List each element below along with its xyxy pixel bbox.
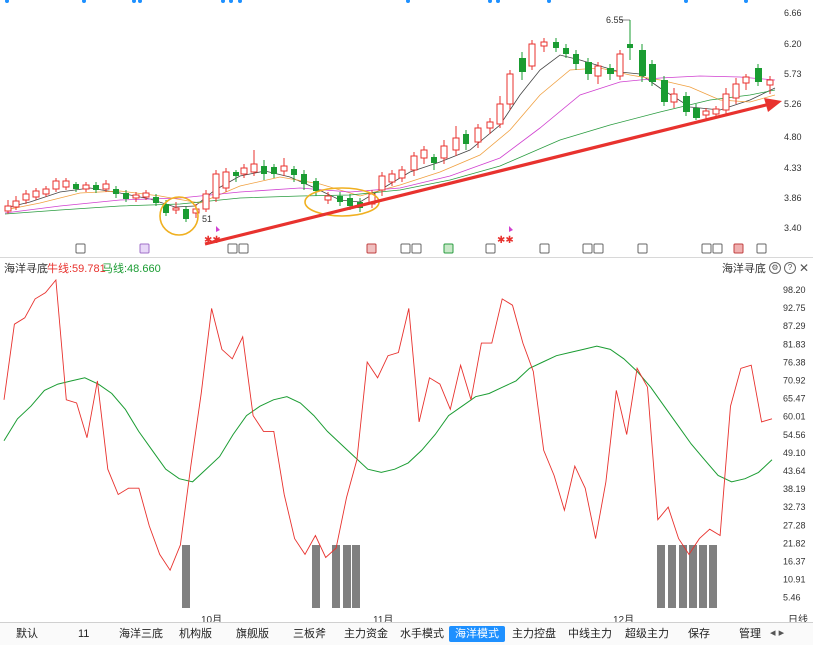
signal-bar [343, 545, 351, 608]
indicator-axis-tick: 81.83 [783, 339, 806, 349]
help-icon[interactable]: ? [783, 262, 796, 274]
indicator-axis-tick: 60.01 [783, 412, 806, 422]
bottom-circle-1 [159, 196, 199, 236]
signal-bar [668, 545, 676, 608]
x-axis-labels: 10月 11月 12月 日线 [0, 611, 813, 626]
month-label-oct: 10月 [201, 615, 223, 626]
indicator-axis-tick: 27.28 [783, 520, 806, 530]
price-axis: 6.66 6.20 5.73 5.26 4.80 4.33 3.86 3.40 [784, 8, 802, 233]
signal-bar [312, 545, 320, 608]
indicator-axis-tick: 49.10 [783, 448, 806, 458]
indicator-axis-tick: 16.37 [783, 557, 806, 567]
svg-text:6.20: 6.20 [784, 39, 802, 49]
tab-shuishou[interactable]: 水手模式 [400, 628, 444, 640]
month-label-nov: 11月 [373, 615, 394, 626]
gear-icon[interactable]: ⚙ [768, 262, 781, 274]
svg-text:4.33: 4.33 [784, 163, 802, 173]
svg-text:6.66: 6.66 [784, 8, 802, 18]
indicator-axis-tick: 98.20 [783, 285, 806, 295]
svg-text:✱✱: ✱✱ [497, 235, 514, 246]
indicator-tab-bar: 默认 11 海洋三底 机构版 旗舰版 三板斧 主力资金 水手模式 海洋模式 主力… [0, 622, 813, 645]
signal-bars [182, 545, 717, 608]
ma-line-green [4, 89, 776, 215]
signal-bar [689, 545, 697, 608]
tab-qijian[interactable]: 旗舰版 [236, 628, 269, 640]
indicator-axis-tick: 65.47 [783, 394, 806, 404]
month-label-dec: 12月 [613, 615, 635, 626]
candles [4, 20, 774, 222]
tab-manage[interactable]: 管理 [739, 628, 761, 640]
tab-sanbanfu[interactable]: 三板斧 [293, 628, 326, 640]
tab-zhuli-kongpan[interactable]: 主力控盘 [512, 628, 556, 640]
trend-arrow-head [764, 98, 782, 112]
indicator-axis-tick: 87.29 [783, 321, 806, 331]
panel-divider [0, 257, 813, 258]
ma-line [3, 345, 773, 483]
indicator-axis-tick: 43.64 [783, 466, 806, 476]
indicator-axis-tick: 70.92 [783, 376, 806, 386]
signal-bar [699, 545, 707, 608]
tab-haiyang-sandi[interactable]: 海洋三底 [119, 628, 163, 640]
tab-jigou[interactable]: 机构版 [179, 628, 212, 640]
event-markers: ✱✱ ✱✱ [75, 226, 767, 254]
indicator-axis-tick: 76.38 [783, 357, 806, 367]
ma-line-magenta [4, 75, 776, 214]
indicator-name[interactable]: 海洋寻底 [4, 263, 48, 275]
signal-bar [352, 545, 360, 608]
indicator-axis-tick: 38.19 [783, 484, 806, 494]
tab-11[interactable]: 11 [78, 628, 90, 640]
ma-line-value: 马线:48.660 [102, 263, 161, 275]
tab-chaoji[interactable]: 超级主力 [625, 628, 669, 640]
svg-text:5.26: 5.26 [784, 99, 802, 109]
niu-line [3, 278, 773, 572]
tab-save[interactable]: 保存 [688, 628, 710, 640]
tab-default[interactable]: 默认 [16, 628, 38, 640]
svg-text:✱✱: ✱✱ [204, 235, 221, 246]
trend-arrow-line [204, 102, 771, 246]
indicator-axis-tick: 5.46 [783, 593, 801, 603]
indicator-chart: 98.20 92.75 87.29 81.83 76.38 70.92 65.47 60.01… [3, 278, 806, 608]
indicator-axis: 98.20 92.75 87.29 81.83 76.38 70.92 65.47 60.01… [783, 285, 806, 603]
niu-line-value: 牛线:59.781 [47, 263, 106, 275]
svg-text:5.73: 5.73 [784, 69, 802, 79]
tab-scroll-arrows[interactable]: ◂ ▸ [770, 627, 785, 639]
high-price-label: 6.55 [606, 15, 624, 25]
indicator-controls: 海洋寻底 ⚙ ? ✕ [722, 260, 809, 276]
svg-text:4.80: 4.80 [784, 132, 802, 142]
low-price-label: 51 [202, 214, 212, 224]
signal-bar [709, 545, 717, 608]
signal-bar [679, 545, 687, 608]
indicator-title-right[interactable]: 海洋寻底 [721, 263, 766, 275]
top-edge-markers [5, 0, 748, 3]
close-icon[interactable]: ✕ [798, 261, 809, 275]
indicator-axis-tick: 10.91 [783, 575, 806, 585]
indicator-axis-tick: 21.82 [783, 538, 806, 548]
signal-bar [182, 545, 190, 608]
tab-zhuli-zijin[interactable]: 主力资金 [344, 628, 388, 640]
indicator-header: 海洋寻底 牛线:59.781 马线:48.660 海洋寻底 ⚙ ? ✕ [0, 259, 813, 275]
candlestick-chart: 6.55 51 ✱✱ ✱✱ 6.66 6.20 5.73 5.26 4.80 [4, 0, 802, 254]
signal-bar [657, 545, 665, 608]
indicator-axis-tick: 54.56 [783, 430, 806, 440]
period-label[interactable]: 日线 [788, 615, 808, 626]
svg-text:3.40: 3.40 [784, 223, 802, 233]
indicator-axis-tick: 32.73 [783, 502, 806, 512]
indicator-axis-tick: 92.75 [783, 303, 806, 313]
tab-zhongxian[interactable]: 中线主力 [568, 628, 612, 640]
signal-bar [332, 545, 340, 608]
tab-haiyang-moshi[interactable]: 海洋模式 [449, 626, 505, 642]
svg-text:3.86: 3.86 [784, 193, 802, 203]
